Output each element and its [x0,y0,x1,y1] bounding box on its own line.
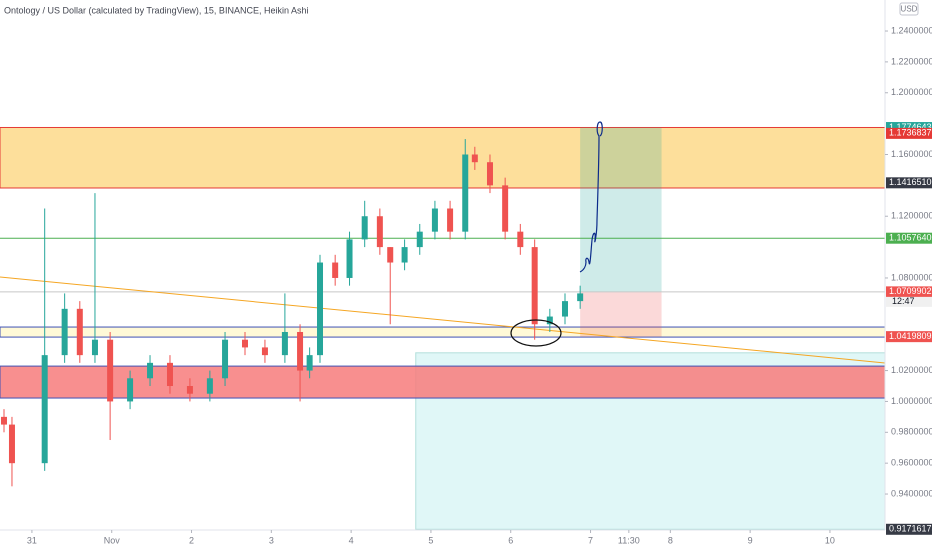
price-label: 1.07099027 [889,286,932,296]
y-tick-label: 1.08000000 [891,272,932,282]
candle-body [186,386,193,394]
x-tick-label: 4 [349,535,354,545]
candle-body [486,162,493,186]
candle-body [546,316,553,325]
currency-button[interactable] [899,2,919,16]
chart-title: Ontology / US Dollar (calculated by Trad… [4,5,308,15]
y-tick-label: 1.20000000 [891,87,932,97]
x-tick-label: 2 [189,535,194,545]
candle-body [61,308,68,356]
candle-body [0,416,7,425]
candle-body [462,154,469,232]
candle-body [241,339,248,348]
x-tick-label: 10 [825,535,835,545]
candle-body [376,216,383,248]
price-label-box [886,331,932,343]
candle-body [561,301,568,317]
countdown-box [886,296,932,307]
candle-body [387,247,394,263]
candle-body [471,154,478,163]
candle-body [281,331,288,356]
y-tick-label: 1.22000000 [891,56,932,66]
price-label-box [886,122,932,134]
candle-body [332,262,339,278]
candle-body [502,185,509,232]
x-tick-label: 9 [748,535,753,545]
candle-body [222,339,229,379]
candle-body [361,216,368,240]
y-tick-label: 1.02000000 [891,365,932,375]
candle-body [41,355,48,464]
x-tick-label: 8 [668,535,673,545]
candle-body [416,231,423,248]
price-label-box [886,177,932,189]
price-label-box [886,127,932,139]
candle-body [127,378,134,402]
candle-body [91,339,98,356]
x-tick-label: 31 [27,535,37,545]
price-label: 1.14165107 [889,177,932,187]
candle-body [206,378,213,394]
x-tick-label: 7 [588,535,593,545]
candle-body [261,347,268,356]
candle-body [447,208,454,232]
price-label: 1.17746434 [889,122,932,132]
candle-body [531,247,538,325]
price-label: 1.17368379 [889,128,932,138]
candle-body [317,262,324,356]
candle-body [401,247,408,263]
countdown: 12:47 [892,296,915,306]
candle-body [76,308,83,356]
candle-body [346,239,353,278]
candle-body [306,355,313,371]
candle-body [517,231,524,248]
y-tick-label: 1.16000000 [891,149,932,159]
y-tick-label: 1.12000000 [891,211,932,221]
price-label-box [886,523,932,535]
y-tick-label: 0.94000000 [891,488,932,498]
x-tick-label: 3 [269,535,274,545]
candle-body [297,331,304,371]
freehand-drawing [579,121,603,273]
candle-body [107,339,114,402]
price-label: 0.91716173 [889,524,932,534]
y-tick-label: 1.24000000 [891,25,932,35]
x-tick-label: 5 [428,535,433,545]
zone [0,326,886,338]
price-label: 1.04198095 [889,331,932,341]
candle-body [8,424,15,464]
x-tick-label: 6 [508,535,513,545]
circle-annotation [510,319,562,347]
candle-body [166,362,173,387]
candle-body [577,293,584,302]
position-target [580,127,662,292]
candle-body [431,208,438,232]
price-label-box [886,286,932,298]
price-label-box [886,232,932,244]
zone [0,126,886,189]
candle-body [147,362,154,379]
trend-line [0,276,886,364]
x-tick-label: Nov [104,535,121,545]
price-label: 1.10576405 [889,233,932,243]
currency-button-label[interactable]: USD [901,5,918,14]
x-tick-label: 11:30 [618,535,640,545]
zone [0,365,886,399]
position-stop [580,291,662,337]
